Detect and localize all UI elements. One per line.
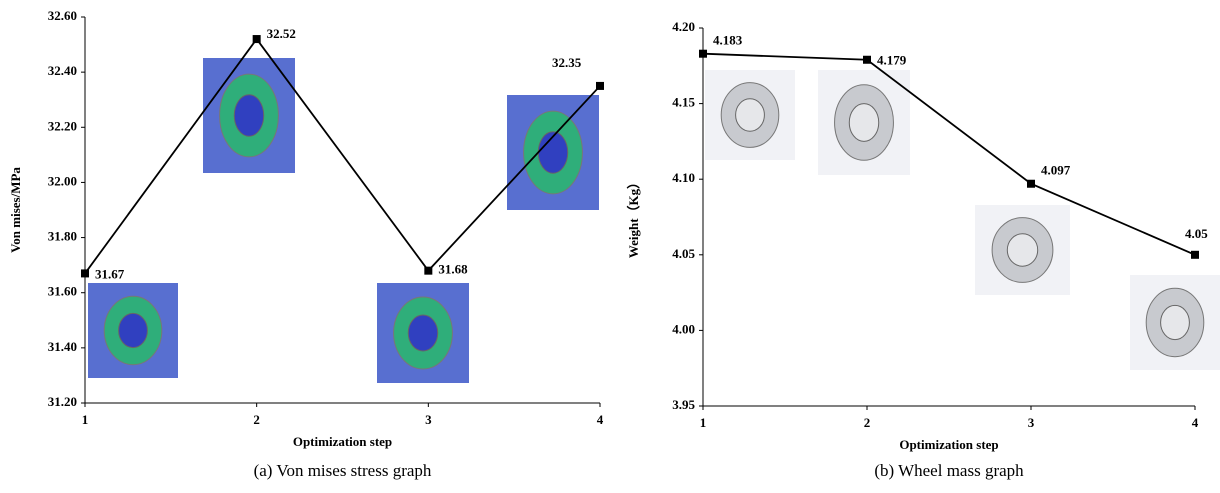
x-axis-title: Optimization step	[293, 434, 392, 449]
y-tick-label: 31.80	[48, 229, 77, 244]
data-label: 31.67	[95, 266, 125, 281]
y-tick-label: 31.40	[48, 339, 77, 354]
y-tick-label: 31.60	[48, 284, 77, 299]
figure: 31.20 31.40 31.60 31.80 32.00 32.20 32.40 32.60…	[0, 0, 1220, 493]
x-tick-label: 4	[1192, 415, 1199, 430]
wheel-image	[849, 104, 878, 142]
data-point	[253, 35, 261, 43]
data-point	[81, 269, 89, 277]
data-label: 4.183	[713, 33, 743, 48]
data-point	[1027, 180, 1035, 188]
x-tick-label: 1	[82, 412, 89, 427]
y-tick-label: 32.20	[48, 118, 77, 133]
x-tick-label: 3	[1028, 415, 1035, 430]
data-point	[1191, 251, 1199, 259]
y-tick-label: 31.20	[48, 394, 77, 409]
data-label: 32.52	[267, 26, 296, 41]
x-tick-label: 1	[700, 415, 707, 430]
y-axis-title: Von mises/MPa	[8, 167, 23, 253]
y-tick-label: 32.00	[48, 173, 77, 188]
data-point	[596, 82, 604, 90]
wheel-image	[119, 313, 148, 347]
y-tick-label: 4.00	[672, 321, 695, 336]
y-tick-label: 3.95	[672, 397, 695, 412]
data-label: 32.35	[552, 55, 582, 70]
data-label: 4.05	[1185, 226, 1208, 241]
wheel-image	[234, 95, 263, 136]
data-label: 4.179	[877, 53, 907, 68]
caption: (a) Von mises stress graph	[254, 461, 432, 480]
y-tick-label: 32.60	[48, 8, 77, 23]
data-point	[863, 56, 871, 64]
x-tick-label: 4	[597, 412, 604, 427]
wheel-image	[538, 132, 567, 173]
wheel-image	[736, 99, 765, 131]
y-tick-label: 4.20	[672, 19, 695, 34]
wheel-image	[408, 315, 437, 351]
x-tick-label: 3	[425, 412, 432, 427]
data-label: 31.68	[438, 262, 468, 277]
data-point	[699, 50, 707, 58]
caption: (b) Wheel mass graph	[874, 461, 1024, 480]
x-axis-title: Optimization step	[899, 437, 998, 452]
y-tick-label: 4.15	[672, 95, 695, 110]
y-tick-label: 4.10	[672, 170, 695, 185]
x-tick-label: 2	[864, 415, 871, 430]
data-label: 4.097	[1041, 163, 1071, 178]
wheel-image	[1007, 234, 1037, 266]
y-axis-title: Weight（Kg）	[626, 176, 641, 258]
x-tick-label: 2	[253, 412, 260, 427]
y-tick-label: 4.05	[672, 246, 695, 261]
y-tick-label: 32.40	[48, 63, 77, 78]
wheel-image	[1161, 305, 1190, 339]
data-point	[424, 267, 432, 275]
